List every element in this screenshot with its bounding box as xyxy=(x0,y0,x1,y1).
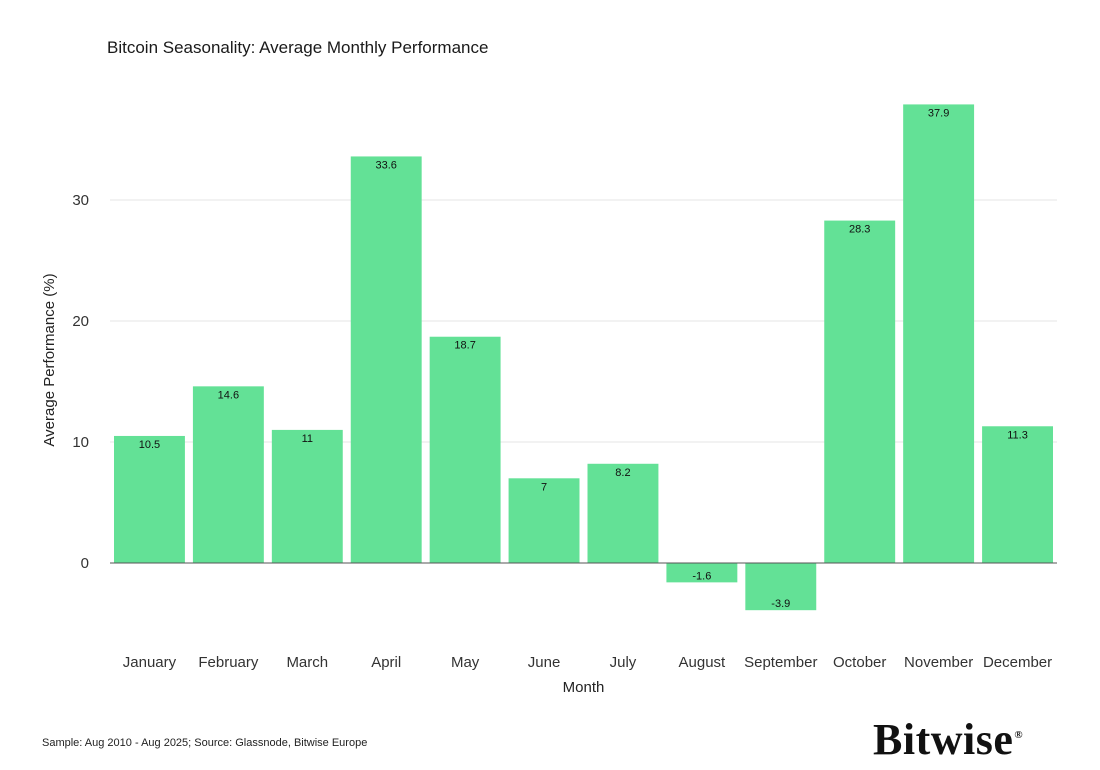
x-tick-label: August xyxy=(679,654,727,671)
x-axis-title: Month xyxy=(563,679,605,696)
source-note: Sample: Aug 2010 - Aug 2025; Source: Gla… xyxy=(42,737,368,749)
value-label: 28.3 xyxy=(849,224,870,236)
x-tick-label: March xyxy=(286,654,328,671)
y-axis-ticks: 0 10 20 30 xyxy=(72,192,89,572)
brand-logo-text: Bitwise xyxy=(873,715,1014,764)
bar-february xyxy=(192,386,264,563)
value-label: 10.5 xyxy=(139,439,160,451)
bar-december xyxy=(982,426,1053,563)
bar-may xyxy=(429,336,501,563)
x-tick-label: September xyxy=(744,654,817,671)
x-tick-label: December xyxy=(983,654,1052,671)
x-tick-label: October xyxy=(833,654,886,671)
value-labels: 10.5 14.6 11 33.6 18.7 7 8.2 -1.6 -3.9 28.3 37.9 11… xyxy=(139,107,1028,610)
bar-chart: 0 10 20 30 10.5 14.6 11 33.6 18.7 7 8.2 -1.6 -3.9 28… xyxy=(41,104,1057,696)
bar-july xyxy=(587,463,659,563)
value-label: 37.9 xyxy=(928,107,949,119)
brand-logo: Bitwise® xyxy=(873,718,1023,762)
value-label: 33.6 xyxy=(375,159,396,171)
y-tick-label: 10 xyxy=(72,434,89,451)
y-tick-label: 20 xyxy=(72,313,89,330)
gridlines xyxy=(110,199,1057,443)
bar-november xyxy=(903,104,975,563)
chart-title: Bitcoin Seasonality: Average Monthly Per… xyxy=(107,38,489,57)
x-tick-label: May xyxy=(451,654,480,671)
x-tick-label: April xyxy=(371,654,401,671)
bar-september xyxy=(745,563,817,611)
value-label: 14.6 xyxy=(218,389,239,401)
y-axis-title: Average Performance (%) xyxy=(41,273,58,446)
x-tick-label: June xyxy=(528,654,561,671)
value-label: 8.2 xyxy=(615,467,630,479)
bar-october xyxy=(824,220,896,563)
bar-august xyxy=(666,563,738,583)
bar-april xyxy=(350,156,422,563)
x-tick-label: November xyxy=(904,654,973,671)
y-tick-label: 30 xyxy=(72,192,89,209)
registered-mark: ® xyxy=(1014,729,1024,741)
y-tick-label: 0 xyxy=(81,555,89,572)
bars xyxy=(114,104,1053,611)
bar-january xyxy=(114,435,185,563)
x-tick-label: July xyxy=(610,654,637,671)
value-label: 11 xyxy=(302,433,313,445)
x-axis-category-labels: January February March April May June July Augu… xyxy=(123,654,1052,671)
value-label: 11.3 xyxy=(1007,429,1028,441)
bar-june xyxy=(508,478,580,563)
x-tick-label: February xyxy=(198,654,259,671)
value-label: -1.6 xyxy=(692,570,711,582)
value-label: 7 xyxy=(541,481,547,493)
x-tick-label: January xyxy=(123,654,177,671)
value-label: -3.9 xyxy=(771,598,790,610)
bar-march xyxy=(271,429,343,563)
value-label: 18.7 xyxy=(454,340,475,352)
